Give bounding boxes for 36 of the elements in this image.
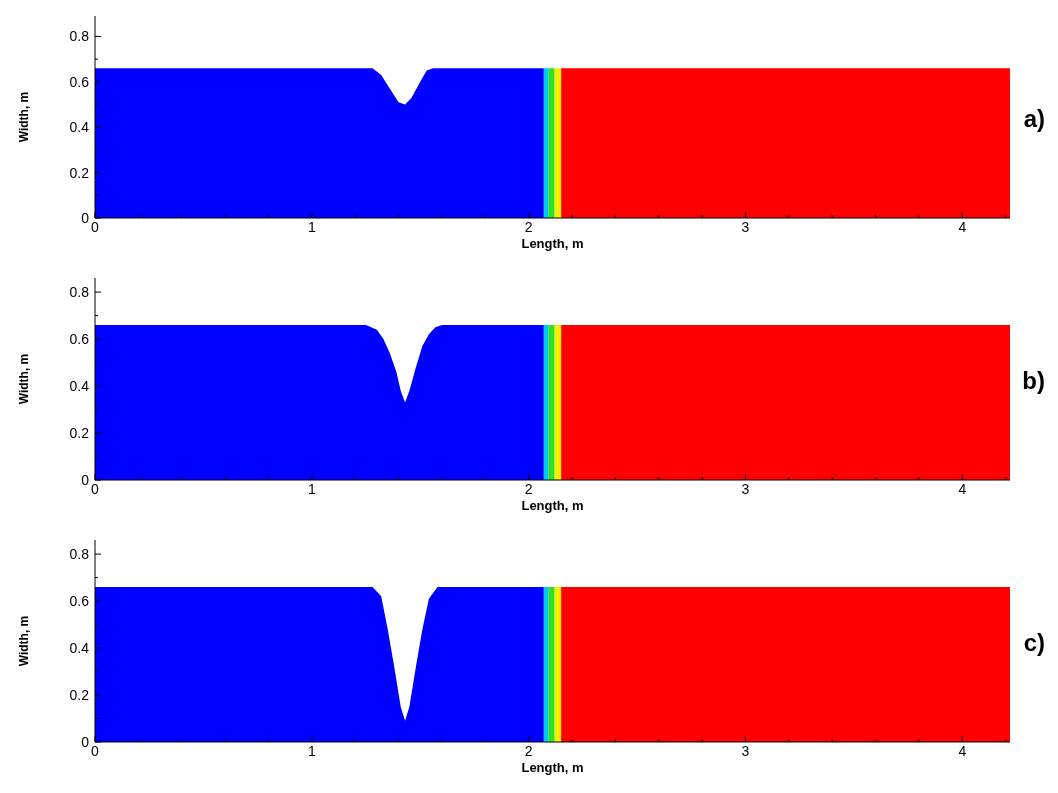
x-tick-label: 1 xyxy=(307,743,316,759)
y-tick-label: 0.2 xyxy=(69,164,90,181)
x-tick-label: 0 xyxy=(91,219,100,235)
x-tick-label: 0 xyxy=(91,481,100,497)
x-tick-label: 2 xyxy=(524,219,533,235)
x-tick-label: 0 xyxy=(91,743,100,759)
y-tick-label: 0.4 xyxy=(69,119,90,136)
y-tick-label: 0.8 xyxy=(69,284,90,301)
y-tick-label: 0.6 xyxy=(69,73,90,90)
y-axis-title: Width, m xyxy=(17,353,31,405)
x-axis-title: Length, m xyxy=(521,498,584,513)
text: a) xyxy=(1023,105,1045,132)
y-axis-title: Width, m xyxy=(17,91,31,143)
x-tick-label: 3 xyxy=(741,219,750,235)
x-tick-label: 4 xyxy=(958,743,967,759)
x-tick-label: 3 xyxy=(741,743,750,759)
y-tick-label: 0.4 xyxy=(69,378,90,395)
x-tick-label: 3 xyxy=(741,481,750,497)
y-tick-label: 0.8 xyxy=(69,546,90,563)
x-axis-title: Length, m xyxy=(521,236,584,251)
text: b) xyxy=(1022,367,1045,394)
x-tick-label: 1 xyxy=(307,219,316,235)
x-tick-label: 4 xyxy=(958,481,967,497)
text: c) xyxy=(1023,629,1045,656)
y-tick-label: 0.8 xyxy=(69,28,90,45)
x-tick-label: 2 xyxy=(524,743,533,759)
y-axis-title: Width, m xyxy=(17,615,31,667)
x-tick-label: 1 xyxy=(307,481,316,497)
x-axis-title: Length, m xyxy=(521,760,584,775)
y-tick-label: 0.6 xyxy=(69,593,90,610)
x-tick-label: 4 xyxy=(958,219,967,235)
y-tick-label: 0.6 xyxy=(69,331,90,348)
y-tick-label: 0.4 xyxy=(69,640,90,657)
y-tick-label: 0.2 xyxy=(69,425,90,442)
x-tick-label: 2 xyxy=(524,481,533,497)
y-tick-label: 0.2 xyxy=(69,687,90,704)
